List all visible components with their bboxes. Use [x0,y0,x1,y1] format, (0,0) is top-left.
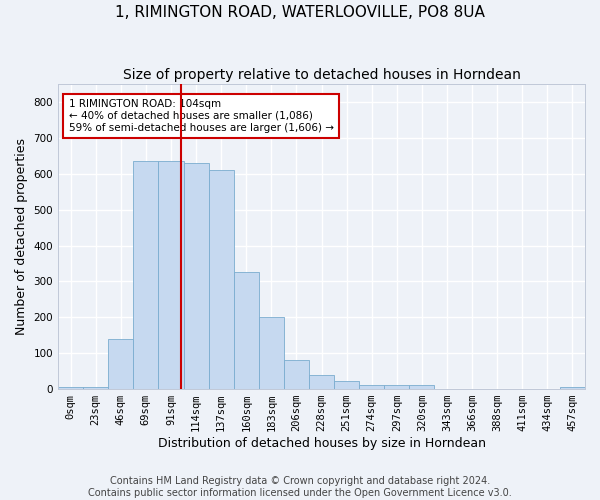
Bar [334,381,359,389]
Bar [133,161,158,389]
Bar [233,272,259,389]
Bar [284,360,309,389]
Text: 1, RIMINGTON ROAD, WATERLOOVILLE, PO8 8UA: 1, RIMINGTON ROAD, WATERLOOVILLE, PO8 8U… [115,5,485,20]
Bar [58,388,83,389]
Bar [83,388,108,389]
Bar [209,170,233,389]
Bar [384,386,409,389]
Bar [359,386,384,389]
Bar [259,318,284,389]
Text: 1 RIMINGTON ROAD: 104sqm
← 40% of detached houses are smaller (1,086)
59% of sem: 1 RIMINGTON ROAD: 104sqm ← 40% of detach… [68,100,334,132]
Bar [108,339,133,389]
Text: Contains HM Land Registry data © Crown copyright and database right 2024.
Contai: Contains HM Land Registry data © Crown c… [88,476,512,498]
Bar [184,163,209,389]
Bar [158,161,184,389]
Y-axis label: Number of detached properties: Number of detached properties [15,138,28,335]
Bar [309,376,334,389]
X-axis label: Distribution of detached houses by size in Horndean: Distribution of detached houses by size … [158,437,485,450]
Bar [409,386,434,389]
Title: Size of property relative to detached houses in Horndean: Size of property relative to detached ho… [122,68,520,82]
Bar [560,388,585,389]
